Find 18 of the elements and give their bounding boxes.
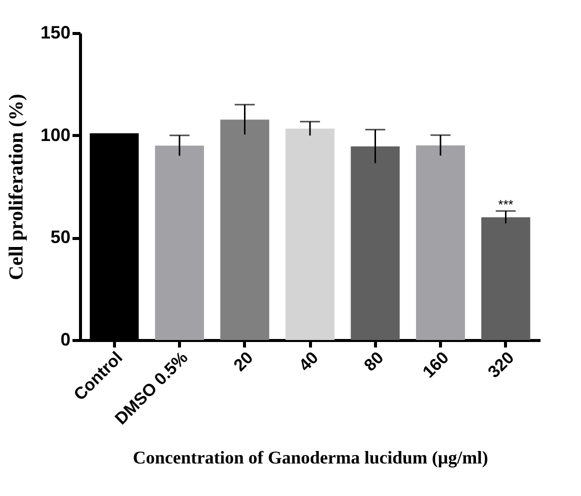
x-tick-label: 40 [295, 348, 322, 375]
x-tick-label: 320 [484, 348, 518, 382]
y-axis-title: Cell proliferation (%) [5, 94, 28, 280]
y-tick-label: 0 [60, 330, 70, 350]
y-tick-label: 150 [40, 22, 70, 42]
bar [220, 120, 270, 340]
bar [481, 217, 530, 340]
y-tick-label: 100 [40, 124, 70, 145]
x-axis-title: Concentration of Ganoderma lucidum (μg/ml) [132, 448, 488, 468]
bar [350, 146, 400, 340]
x-tick-label: 160 [419, 348, 453, 382]
annotation: *** [498, 196, 514, 212]
bar [416, 145, 465, 340]
bar [155, 146, 204, 340]
y-tick-label: 50 [50, 227, 70, 248]
x-tick-label: 80 [360, 348, 388, 375]
bar [286, 128, 334, 340]
x-tick-label: 20 [230, 348, 257, 375]
